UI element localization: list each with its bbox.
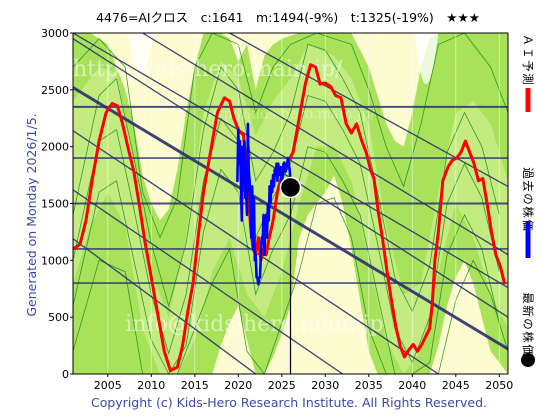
legend-label-char: の [521, 318, 535, 330]
watermark-2: http://kids-hero.main.jp/ [204, 106, 376, 122]
legend-label-char: 株 [521, 206, 535, 218]
trend-line-5 [142, 33, 508, 256]
x-tick-label: 2010 [137, 379, 165, 392]
ai-forecast-line [73, 63, 506, 373]
legend-label-char: 過 [521, 167, 535, 179]
y-tick-label: 2000 [41, 141, 69, 154]
x-tick-label: 2015 [181, 379, 209, 392]
y-tick-label: 1000 [41, 254, 69, 267]
generated-date: Generated on Monday 2026/1/5. [24, 113, 39, 316]
legend-label-char: 価 [521, 344, 535, 356]
y-tick-label: 2500 [41, 84, 69, 97]
latest-price-marker [279, 176, 302, 199]
x-tick-label: 2030 [311, 379, 339, 392]
tick-labels: 0 500 1000 1500 2000 2500 3000 2005 2010 2015 2020… [41, 27, 513, 392]
y-tick-label: 500 [48, 311, 69, 324]
plot-area: http://kids-hero.main.jp/http://kids-her… [72, 32, 509, 375]
x-tick-label: 2040 [398, 379, 426, 392]
x-tick-label: 2035 [355, 379, 383, 392]
trend-line-3 [73, 189, 344, 374]
legend-label-char: 去 [521, 180, 535, 192]
legend-label-char: Ｉ [521, 47, 535, 59]
legend-label-char: 最 [521, 292, 535, 304]
x-tick-label: 2045 [442, 379, 470, 392]
past-price-line [236, 122, 293, 286]
legend-label-char: 新 [521, 305, 535, 317]
plot-content: http://kids-hero.main.jp/http://kids-her… [73, 33, 508, 374]
chart-title: 4476=AIクロス c:1641 m:1494(-9%) t:1325(-19… [96, 10, 480, 25]
y-tick-label: 1500 [41, 198, 69, 211]
x-tick-label: 2025 [268, 379, 296, 392]
watermark-3: info@kids-hero.main.jp [125, 312, 383, 337]
x-tick-label: 2020 [224, 379, 252, 392]
legend-swatch-2 [521, 353, 535, 367]
watermark-1: http://kids-hero.main.jp/ [73, 57, 343, 82]
legend-label-char: 株 [521, 331, 535, 343]
trend-line-4 [73, 238, 257, 374]
y-tick-label: 3000 [41, 27, 69, 40]
trend-line-6 [229, 33, 508, 188]
legend-label-char: 測 [521, 73, 535, 85]
legend: ＡＩ予測過去の株価最新の株価 [521, 34, 535, 367]
legend-label-char: Ａ [521, 34, 535, 46]
x-tick-label: 2005 [94, 379, 122, 392]
band-gap-1 [127, 33, 154, 73]
copyright: Copyright (c) Kids-Hero Research Institu… [91, 395, 487, 410]
band-gap-2 [414, 33, 439, 85]
y-tick-label: 0 [62, 368, 69, 381]
legend-label-char: 予 [521, 60, 535, 72]
x-tick-label: 2050 [485, 379, 513, 392]
legend-label-char: の [521, 193, 535, 205]
